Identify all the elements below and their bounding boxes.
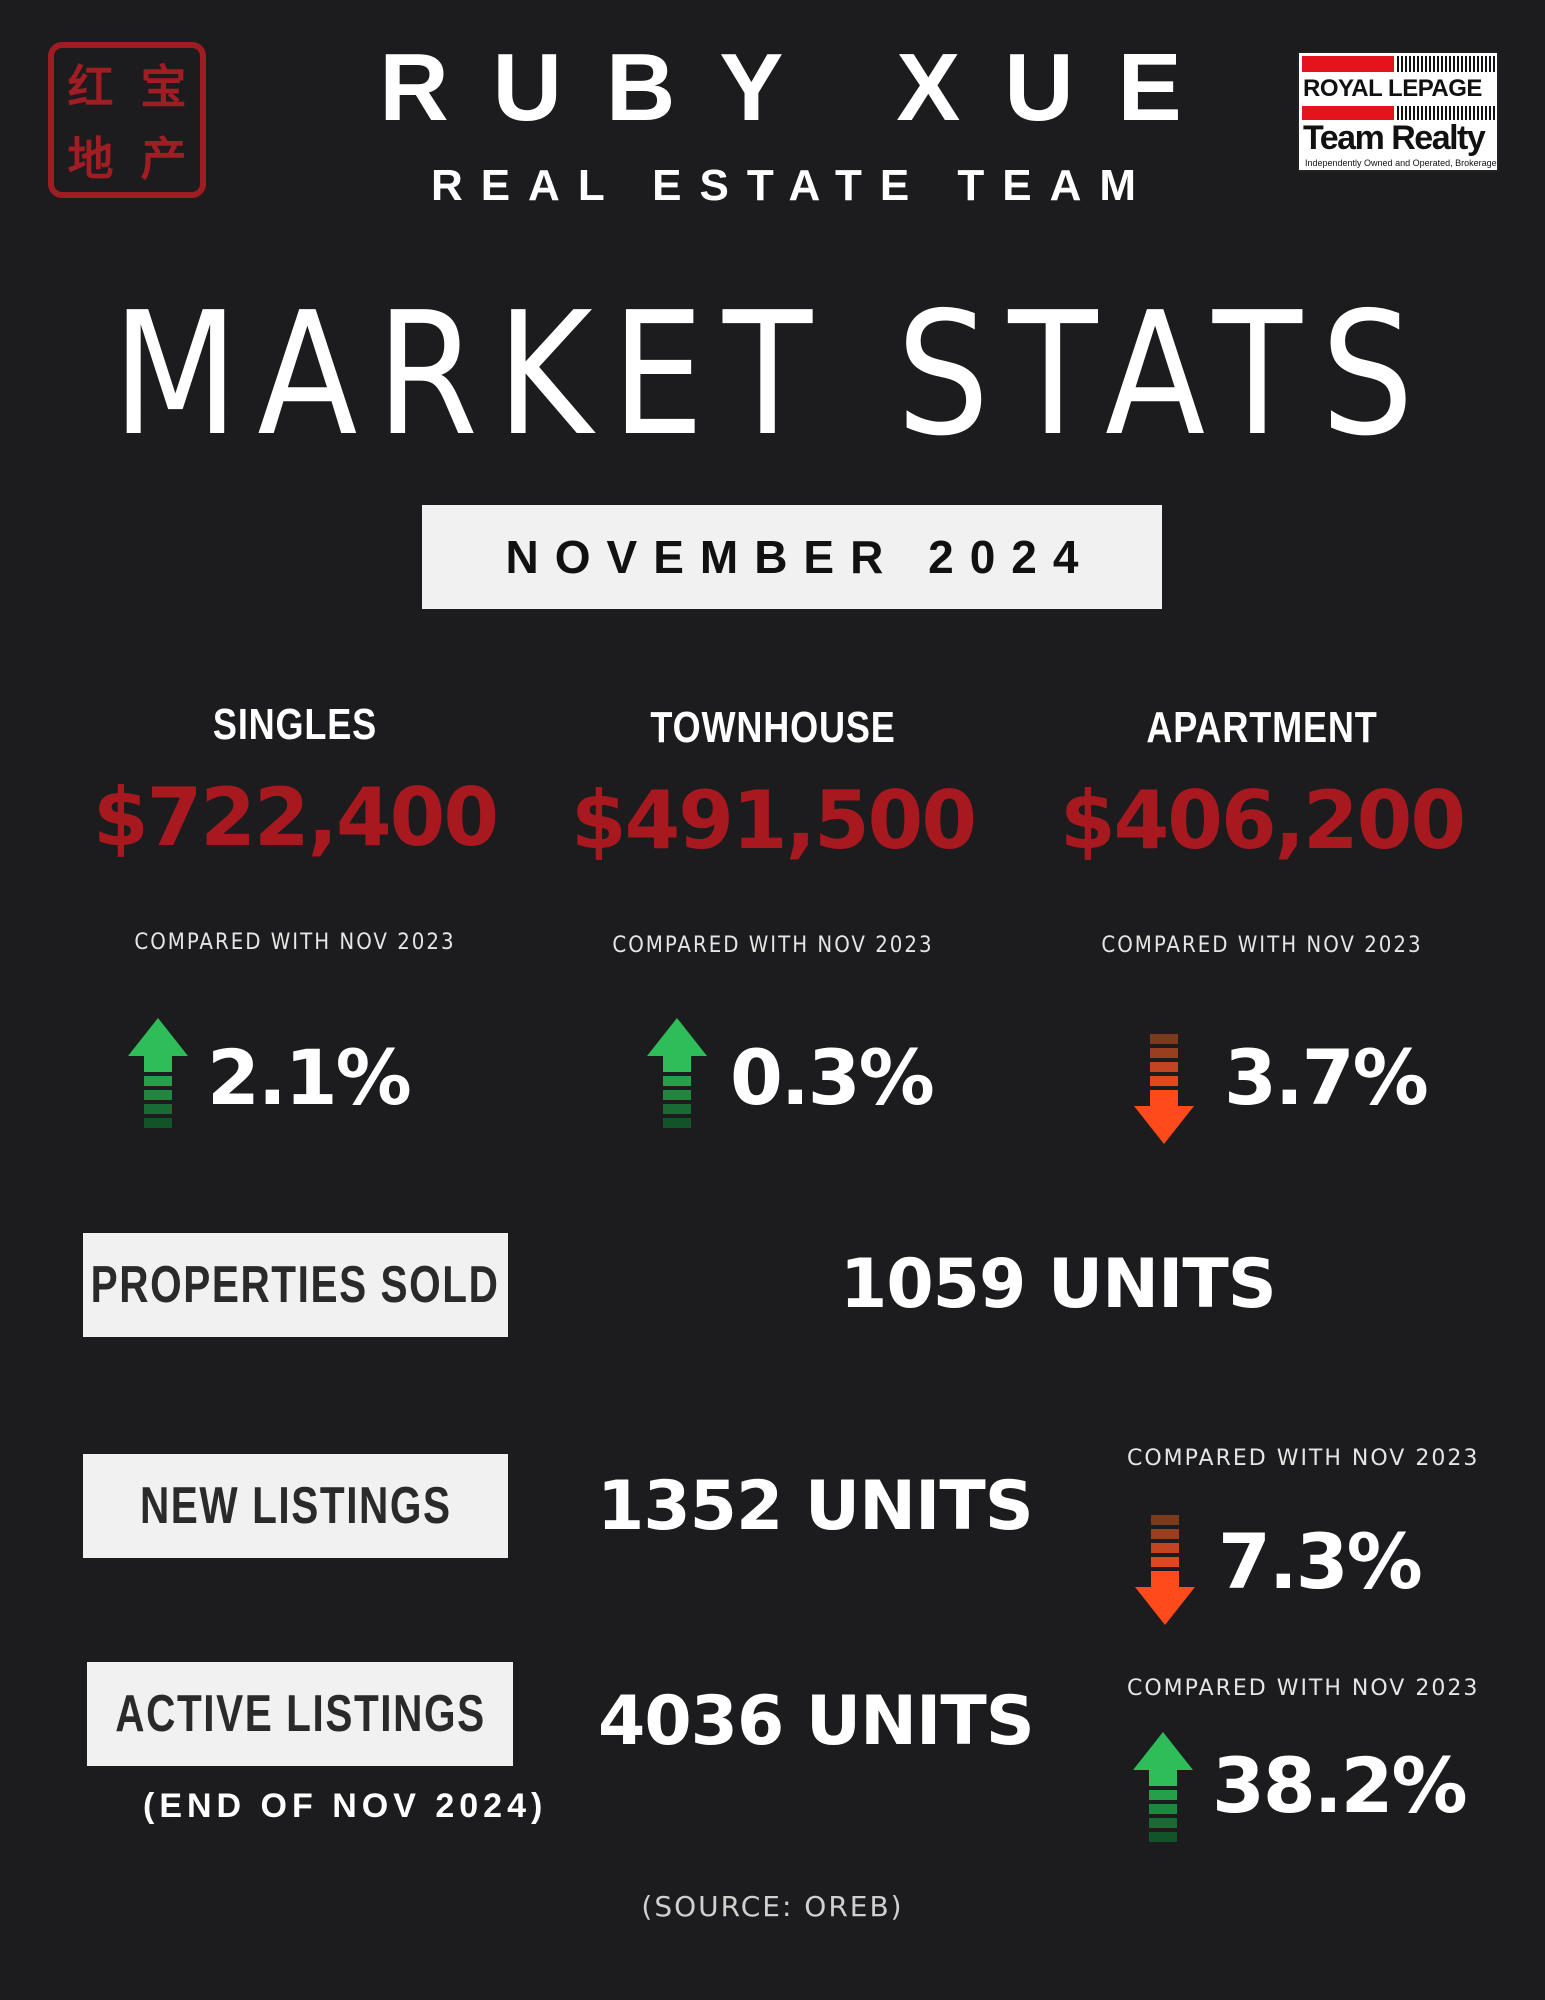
new-listings-label: NEW LISTINGS [83, 1454, 508, 1558]
change-value: 3.7% [1224, 1033, 1429, 1122]
brand-subtitle: REAL ESTATE TEAM [430, 161, 1155, 210]
property-type: TOWNHOUSE [650, 703, 896, 752]
price-column-townhouse: TOWNHOUSE $491,500 COMPARED WITH NOV 202… [523, 703, 1023, 958]
page-title: MARKET STATS [112, 276, 1433, 474]
brand-title: RUBY XUE [379, 34, 1226, 141]
median-price: $722,400 [92, 771, 499, 864]
change-value: 2.1% [207, 1033, 412, 1122]
compare-label: COMPARED WITH NOV 2023 [134, 930, 456, 955]
brokerage-logo: ROYAL LEPAGE Team Realty Independently O… [1297, 51, 1499, 172]
arrow-up-icon [647, 1018, 707, 1128]
seal-char: 地 [67, 132, 114, 186]
new-listings-text: NEW LISTINGS [139, 1477, 452, 1535]
properties-sold-label: PROPERTIES SOLD [83, 1233, 508, 1337]
brokerage-name: ROYAL LEPAGE [1303, 75, 1482, 102]
arrow-down-icon [1134, 1034, 1194, 1144]
brokerage-fine-print: Independently Owned and Operated, Broker… [1305, 158, 1497, 168]
compare-label: COMPARED WITH NOV 2023 [1127, 1446, 1480, 1471]
active-listings-value: 4036 UNITS [598, 1682, 1035, 1761]
compare-label: COMPARED WITH NOV 2023 [1127, 1676, 1480, 1701]
median-price: $406,200 [1059, 774, 1466, 867]
seal-char: 宝 [140, 60, 187, 114]
change-value: 0.3% [730, 1033, 935, 1122]
arrow-down-icon [1135, 1515, 1195, 1625]
properties-sold-text: PROPERTIES SOLD [91, 1256, 500, 1314]
source-note: (SOURCE: OREB) [641, 1890, 904, 1923]
period-label: NOVEMBER 2024 [505, 531, 1095, 583]
price-column-apartment: APARTMENT $406,200 COMPARED WITH NOV 202… [1012, 703, 1512, 958]
compare-label: COMPARED WITH NOV 2023 [612, 933, 934, 958]
seal-char: 红 [67, 60, 114, 114]
active-listings-text: ACTIVE LISTINGS [114, 1685, 486, 1743]
median-price: $491,500 [570, 774, 977, 867]
property-type: APARTMENT [1146, 703, 1378, 752]
compare-label: COMPARED WITH NOV 2023 [1101, 933, 1423, 958]
logo-red-bar [1302, 56, 1394, 72]
active-listings-note: (END OF NOV 2024) [143, 1787, 548, 1825]
properties-sold-value: 1059 UNITS [840, 1245, 1277, 1324]
arrow-up-icon [128, 1018, 188, 1128]
price-column-singles: SINGLES $722,400 COMPARED WITH NOV 2023 [45, 700, 545, 955]
seal-char: 产 [140, 132, 187, 186]
arrow-up-icon [1133, 1732, 1193, 1842]
logo-stripes [1397, 56, 1496, 72]
new-listings-value: 1352 UNITS [597, 1467, 1034, 1546]
seal-logo: 红 宝 地 产 [48, 42, 206, 198]
brokerage-team: Team Realty [1303, 119, 1486, 157]
period-badge: NOVEMBER 2024 [422, 505, 1162, 609]
change-value: 38.2% [1212, 1741, 1468, 1830]
active-listings-label: ACTIVE LISTINGS [87, 1662, 513, 1766]
change-value: 7.3% [1218, 1517, 1423, 1606]
property-type: SINGLES [212, 700, 378, 749]
logo-red-bar [1302, 106, 1394, 120]
logo-stripes [1397, 106, 1496, 120]
